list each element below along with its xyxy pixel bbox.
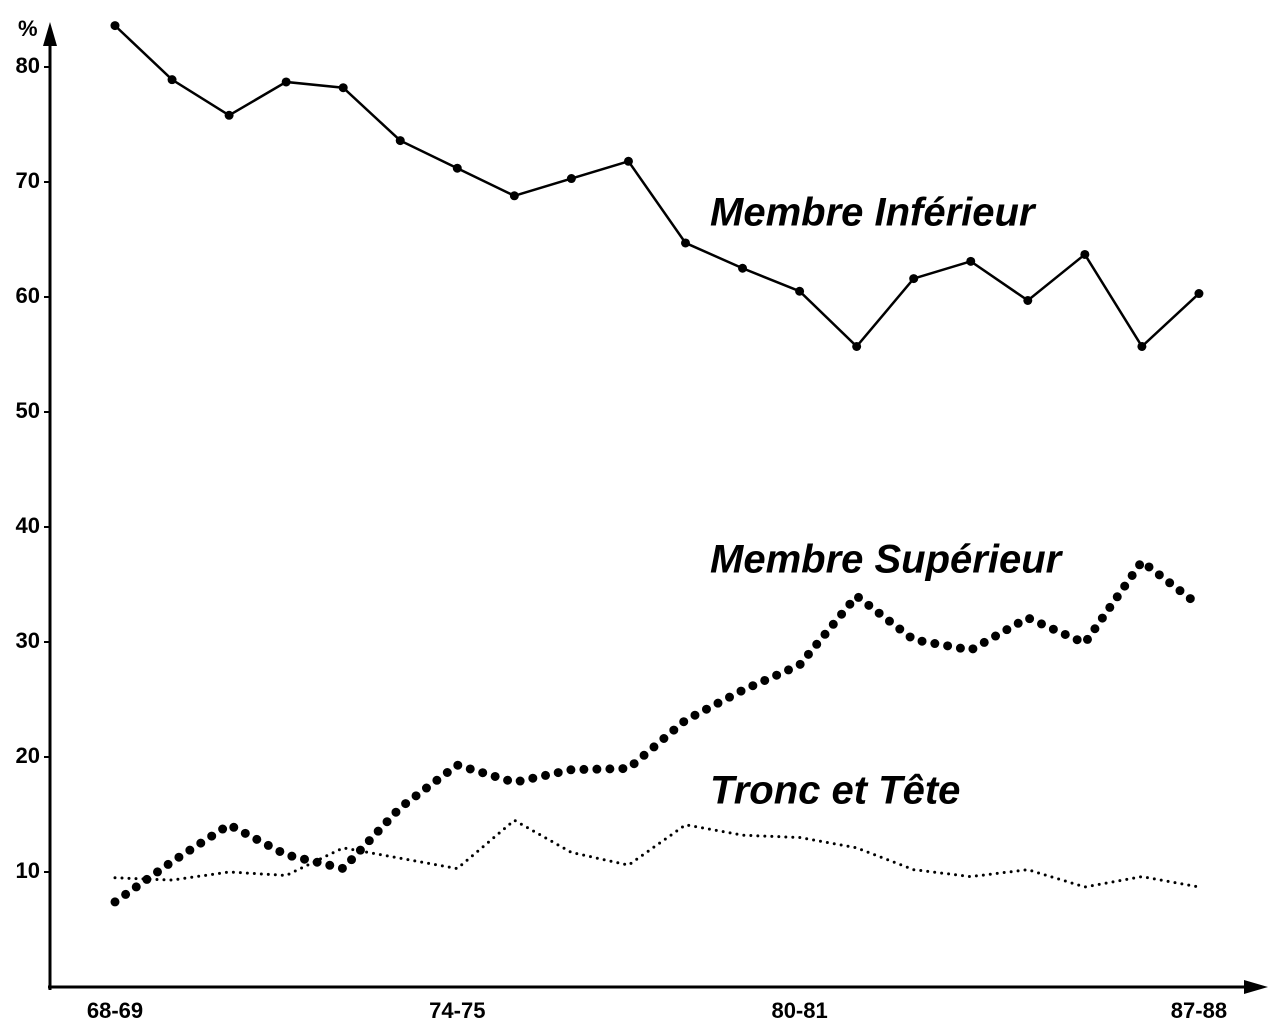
y-tick-label: 50 (16, 398, 40, 423)
data-point (738, 263, 748, 273)
series-line (110, 555, 1204, 907)
series-line (114, 24, 1200, 349)
x-tick-label: 68-69 (87, 998, 143, 1023)
data-point (224, 110, 234, 120)
data-point (852, 341, 862, 351)
data-point (1137, 341, 1147, 351)
y-tick-label: 60 (16, 283, 40, 308)
data-point (395, 136, 405, 146)
y-tick-label: 30 (16, 628, 40, 653)
y-tick-label: 40 (16, 513, 40, 538)
y-tick-label: 10 (16, 858, 40, 883)
data-point (909, 274, 919, 284)
y-tick-label: 70 (16, 168, 40, 193)
data-point (795, 286, 805, 296)
data-point (110, 21, 120, 31)
x-tick-label: 80-81 (771, 998, 827, 1023)
x-tick-label: 74-75 (429, 998, 485, 1023)
data-point (452, 163, 462, 173)
data-point (566, 174, 576, 184)
data-point (1023, 295, 1033, 305)
series-label: Tronc et Tête (710, 769, 960, 813)
series-label: Membre Supérieur (710, 538, 1064, 582)
data-point (1080, 249, 1090, 259)
x-tick-label: 87-88 (1171, 998, 1227, 1023)
series-label: Membre Inférieur (710, 191, 1037, 235)
data-point (1194, 289, 1204, 299)
data-point (509, 191, 519, 201)
y-tick-label: 20 (16, 743, 40, 768)
data-point (338, 83, 348, 93)
y-tick-label: 80 (16, 53, 40, 78)
data-point (167, 75, 177, 85)
y-axis-label: % (18, 16, 38, 41)
x-axis-arrow (1244, 980, 1268, 994)
data-point (966, 256, 976, 266)
data-point (681, 238, 690, 248)
series-line (113, 818, 1201, 889)
data-point (623, 156, 633, 166)
data-point (281, 77, 291, 87)
y-axis-arrow (43, 22, 57, 46)
